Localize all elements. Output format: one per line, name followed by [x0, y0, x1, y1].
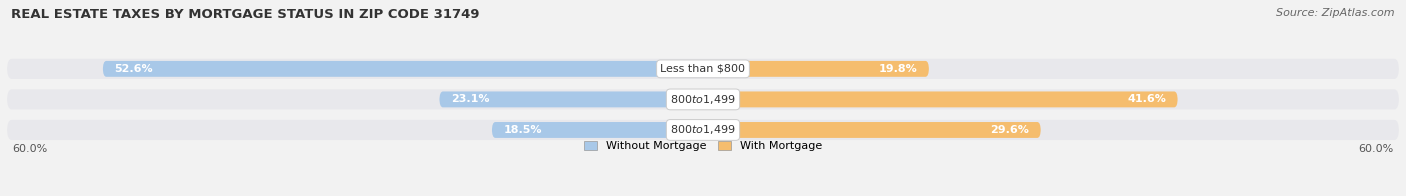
FancyBboxPatch shape	[703, 61, 929, 77]
FancyBboxPatch shape	[7, 120, 1399, 140]
Legend: Without Mortgage, With Mortgage: Without Mortgage, With Mortgage	[579, 136, 827, 156]
Text: $800 to $1,499: $800 to $1,499	[671, 93, 735, 106]
FancyBboxPatch shape	[103, 61, 703, 77]
FancyBboxPatch shape	[7, 59, 1399, 79]
Text: 60.0%: 60.0%	[13, 144, 48, 154]
FancyBboxPatch shape	[440, 92, 703, 107]
Text: 52.6%: 52.6%	[114, 64, 153, 74]
Text: 41.6%: 41.6%	[1128, 94, 1166, 104]
Text: $800 to $1,499: $800 to $1,499	[671, 123, 735, 136]
Text: 60.0%: 60.0%	[1358, 144, 1393, 154]
Text: Less than $800: Less than $800	[661, 64, 745, 74]
FancyBboxPatch shape	[703, 92, 1178, 107]
FancyBboxPatch shape	[7, 89, 1399, 110]
Text: 19.8%: 19.8%	[879, 64, 918, 74]
Text: 29.6%: 29.6%	[990, 125, 1029, 135]
Text: Source: ZipAtlas.com: Source: ZipAtlas.com	[1277, 8, 1395, 18]
Text: 23.1%: 23.1%	[451, 94, 489, 104]
FancyBboxPatch shape	[703, 122, 1040, 138]
Text: 18.5%: 18.5%	[503, 125, 541, 135]
FancyBboxPatch shape	[492, 122, 703, 138]
Text: REAL ESTATE TAXES BY MORTGAGE STATUS IN ZIP CODE 31749: REAL ESTATE TAXES BY MORTGAGE STATUS IN …	[11, 8, 479, 21]
